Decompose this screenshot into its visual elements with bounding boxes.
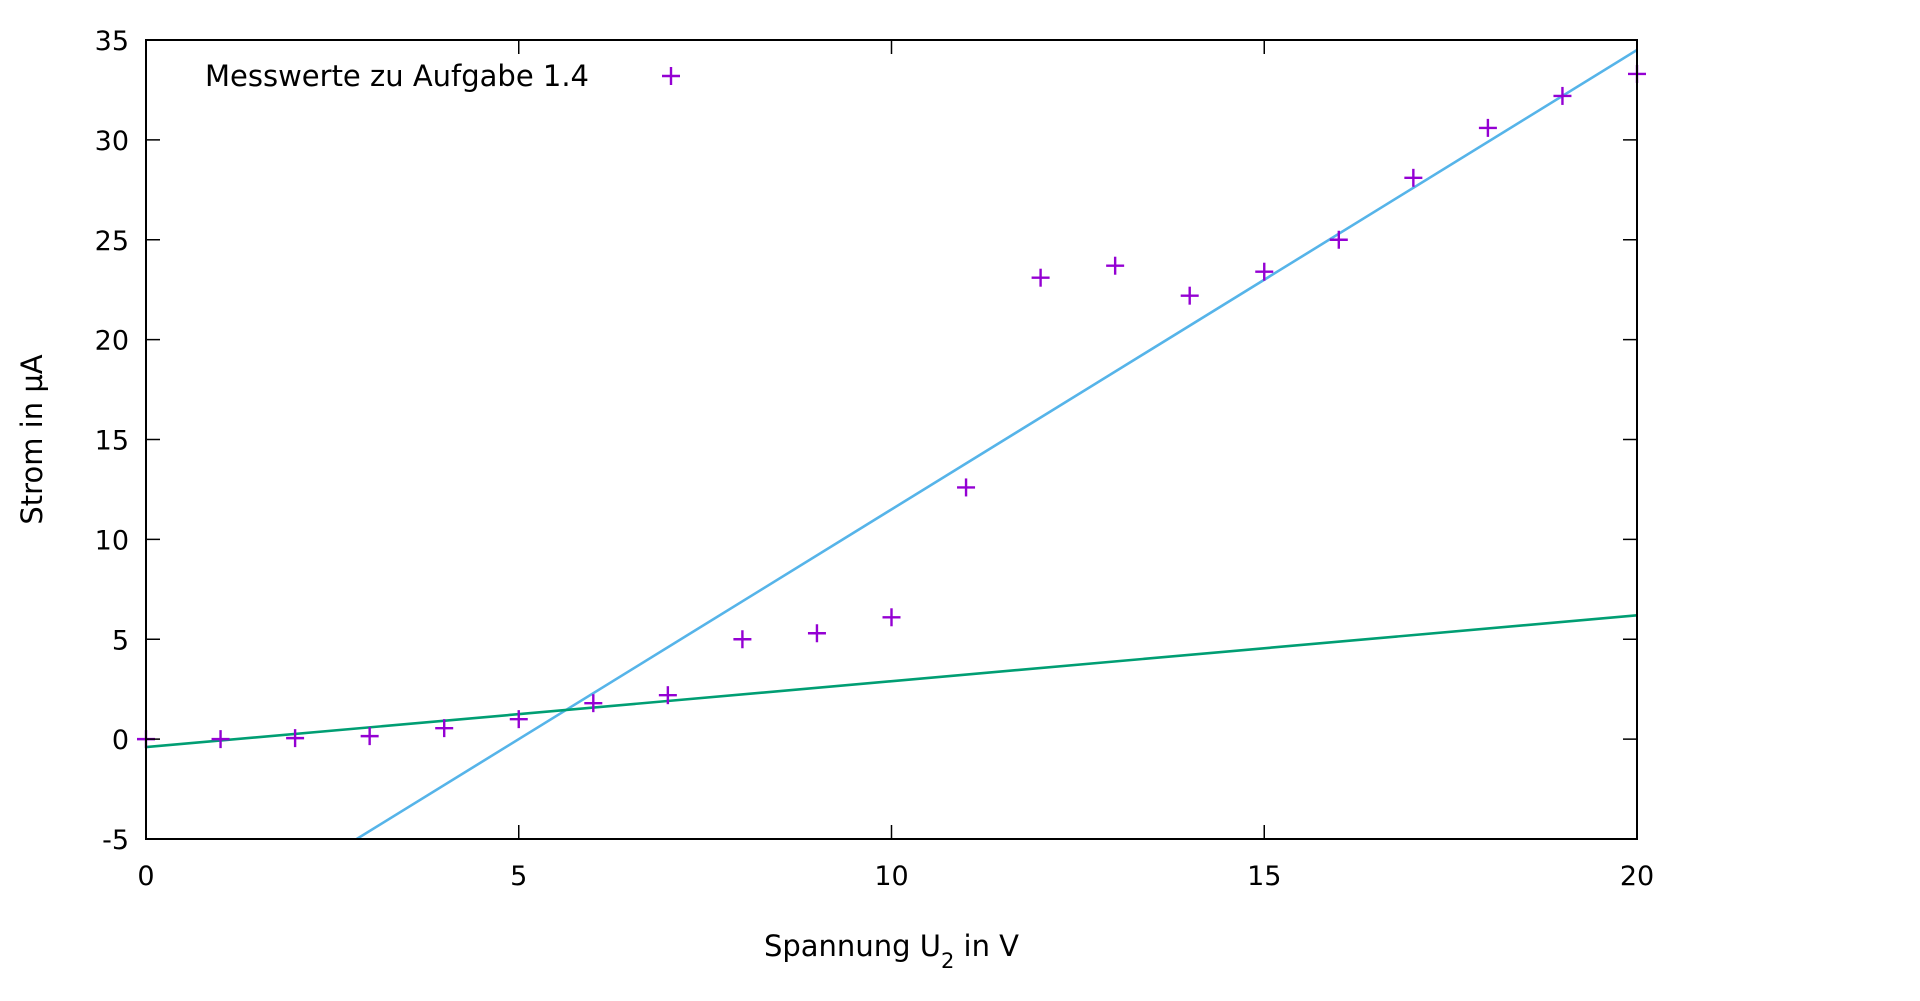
x-axis-label-subscript: 2 <box>941 949 954 973</box>
data-point <box>957 478 976 497</box>
data-point <box>807 624 826 643</box>
data-point <box>435 719 454 738</box>
y-tick-label: 30 <box>95 126 129 157</box>
x-tick-label: 20 <box>1620 861 1654 892</box>
x-tick-label: 5 <box>510 861 527 892</box>
y-tick-label: 20 <box>95 326 129 357</box>
x-axis-label-tail: in V <box>954 929 1019 963</box>
fit-line-1 <box>354 48 1637 839</box>
data-point <box>1553 86 1572 105</box>
legend-plus-marker <box>662 67 680 85</box>
y-tick-label: -5 <box>102 825 129 856</box>
y-tick-label: 25 <box>95 226 129 257</box>
data-point <box>286 729 305 748</box>
data-point <box>1180 286 1199 305</box>
x-axis-label: Spannung U2 in V <box>764 929 1019 973</box>
data-point <box>658 686 677 705</box>
y-tick-label: 15 <box>95 426 129 457</box>
data-point <box>1106 256 1125 275</box>
data-point <box>584 694 603 713</box>
series-layer <box>137 48 1646 839</box>
labels-layer: -5 0 5 10 15 20 25 30 35 0 5 10 15 20 <box>95 26 1655 892</box>
y-tick-label: 10 <box>95 525 129 556</box>
x-tick-label: 10 <box>874 861 908 892</box>
x-tick-label: 15 <box>1247 861 1281 892</box>
data-point <box>1404 168 1423 187</box>
legend-marker <box>662 67 680 85</box>
data-point <box>1255 262 1274 281</box>
data-point <box>211 730 230 749</box>
data-point <box>1478 118 1497 137</box>
x-axis-label-main: Spannung U <box>764 929 941 963</box>
data-point <box>733 630 752 649</box>
data-point <box>882 608 901 627</box>
legend: Messwerte zu Aufgabe 1.4 <box>205 59 680 93</box>
y-tick-label: 0 <box>112 725 129 756</box>
data-point <box>1031 268 1050 287</box>
data-point <box>360 727 379 746</box>
y-tick-label: 35 <box>95 26 129 57</box>
x-tick-label: 0 <box>137 861 154 892</box>
data-point <box>509 710 528 729</box>
plot-frame <box>145 39 1638 840</box>
data-point <box>1329 230 1348 249</box>
fit-line-2 <box>146 613 1637 749</box>
y-tick-label: 5 <box>112 625 129 656</box>
legend-label: Messwerte zu Aufgabe 1.4 <box>205 59 589 93</box>
y-axis-label: Strom in µA <box>15 354 49 524</box>
